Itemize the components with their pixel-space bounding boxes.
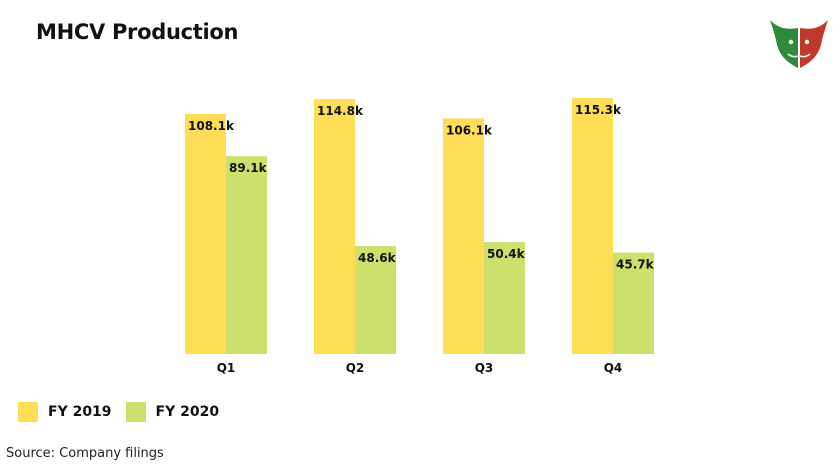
x-tick-label-q2: Q2	[346, 361, 365, 375]
bar-fy-2020-q3	[484, 242, 525, 354]
x-tick-label-q3: Q3	[475, 361, 494, 375]
legend-swatch-fy-2019	[18, 402, 38, 422]
bar-fy-2019-q4	[572, 98, 613, 354]
bar-fy-2019-q1	[185, 113, 226, 355]
bar-fy-2019-q3	[443, 118, 484, 354]
data-label-fy-2020-q4: 45.7k	[616, 258, 655, 272]
data-label-fy-2019-q1: 108.1k	[188, 119, 235, 133]
legend-label-fy-2019: FY 2019	[48, 404, 112, 420]
legend-swatch-fy-2020	[125, 402, 146, 422]
data-label-fy-2020-q1: 89.1k	[229, 161, 268, 175]
data-label-fy-2019-q3: 106.1k	[446, 123, 493, 137]
data-label-fy-2019-q2: 114.8k	[317, 104, 364, 118]
legend-label-fy-2020: FY 2020	[155, 404, 220, 420]
legend-item-fy-2020: FY 2020	[125, 402, 220, 422]
bar-fy-2020-q2	[355, 246, 396, 354]
bar-fy-2019-q2	[314, 99, 355, 355]
data-label-fy-2019-q4: 115.3k	[575, 103, 622, 117]
bar-fy-2020-q1	[226, 156, 267, 354]
data-label-fy-2020-q3: 50.4k	[487, 247, 526, 261]
chart-title: MHCV Production	[36, 20, 239, 44]
data-label-fy-2020-q2: 48.6k	[358, 251, 397, 265]
legend-item-fy-2019: FY 2019	[18, 402, 112, 422]
bar-fy-2020-q4	[613, 252, 654, 354]
source-note: Source: Company filings	[6, 446, 164, 461]
legend: FY 2019 FY 2020	[18, 402, 219, 422]
x-tick-label-q4: Q4	[604, 361, 623, 375]
bull-bear-logo-icon	[770, 20, 828, 70]
x-tick-label-q1: Q1	[217, 361, 236, 375]
